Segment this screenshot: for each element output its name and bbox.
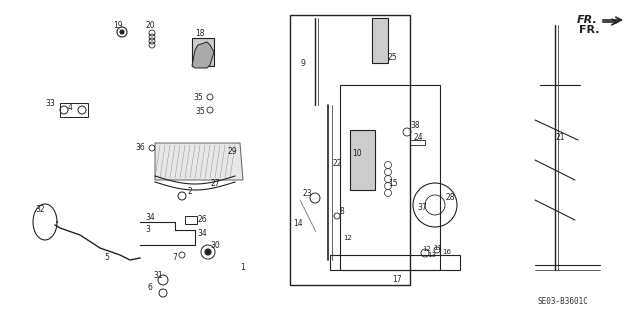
Text: 34: 34	[197, 228, 207, 238]
Text: 23: 23	[302, 189, 312, 197]
Text: 35: 35	[193, 93, 203, 101]
Circle shape	[120, 30, 124, 34]
Text: 19: 19	[113, 20, 123, 29]
Bar	[192, 38, 214, 66]
Text: 20: 20	[145, 20, 155, 29]
Text: 30: 30	[210, 241, 220, 250]
Text: 24: 24	[413, 133, 423, 143]
Bar	[185, 216, 197, 224]
Bar	[410, 140, 425, 145]
Bar	[350, 130, 375, 190]
Text: 3: 3	[145, 226, 150, 234]
Text: 12: 12	[422, 246, 431, 252]
Text: 4: 4	[68, 102, 72, 112]
Text: 27: 27	[210, 179, 220, 188]
Text: 21: 21	[556, 133, 564, 143]
Text: 1: 1	[241, 263, 245, 271]
Bar	[330, 255, 460, 270]
Text: 37: 37	[417, 204, 427, 212]
Text: 22: 22	[332, 159, 342, 167]
Text: 36: 36	[135, 144, 145, 152]
Polygon shape	[155, 143, 243, 180]
Polygon shape	[192, 42, 214, 68]
Text: 17: 17	[392, 275, 402, 284]
Text: 9: 9	[301, 58, 305, 68]
Text: 13: 13	[428, 252, 436, 258]
Text: 25: 25	[387, 54, 397, 63]
Text: 35: 35	[195, 108, 205, 116]
Text: 29: 29	[227, 147, 237, 157]
Text: 11: 11	[433, 245, 442, 251]
Text: 5: 5	[104, 254, 109, 263]
Text: 34: 34	[145, 213, 155, 222]
Text: 6: 6	[148, 283, 152, 292]
Bar	[60, 103, 88, 117]
Text: 10: 10	[352, 149, 362, 158]
Text: 8: 8	[340, 206, 344, 216]
Text: SE03-B3601C: SE03-B3601C	[537, 298, 588, 307]
Text: 12: 12	[344, 235, 353, 241]
Text: FR.: FR.	[577, 15, 598, 25]
Bar	[290, 15, 410, 285]
Text: FR.: FR.	[579, 25, 600, 35]
Text: 16: 16	[442, 249, 451, 255]
Text: 28: 28	[445, 194, 455, 203]
Text: 14: 14	[293, 219, 303, 227]
Bar	[372, 18, 388, 63]
Text: 15: 15	[388, 179, 398, 188]
Text: 31: 31	[153, 271, 163, 280]
Circle shape	[205, 249, 211, 255]
Text: 33: 33	[45, 99, 55, 108]
Text: 7: 7	[173, 254, 177, 263]
Text: 32: 32	[35, 205, 45, 214]
Bar	[340, 85, 440, 270]
Text: 38: 38	[410, 122, 420, 130]
Text: 2: 2	[188, 188, 193, 197]
Text: 18: 18	[195, 29, 205, 38]
Text: 26: 26	[197, 216, 207, 225]
